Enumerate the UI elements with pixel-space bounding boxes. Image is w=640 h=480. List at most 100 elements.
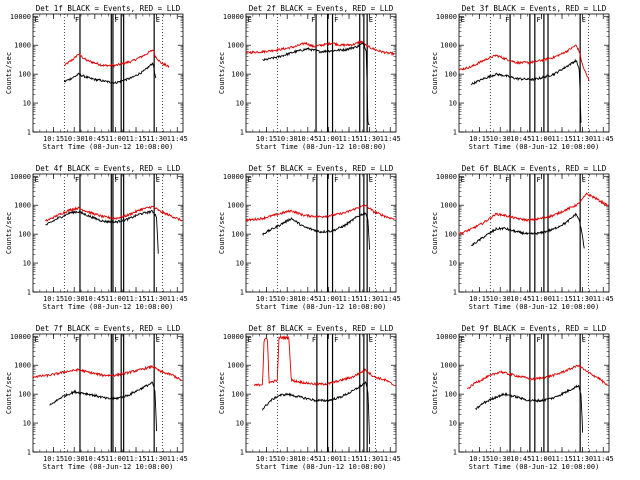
series-line bbox=[471, 212, 585, 249]
series-line bbox=[64, 49, 170, 68]
event-letter-marker: E bbox=[461, 336, 465, 344]
event-letter-marker: E bbox=[461, 16, 465, 24]
plot-frame bbox=[458, 173, 610, 293]
chart-title: Det 5f BLACK = Events, RED = LLD bbox=[249, 164, 394, 173]
series-line bbox=[471, 58, 582, 123]
y-axis-label: Counts/sec bbox=[431, 212, 439, 254]
x-tick-label: 11:45 bbox=[593, 295, 614, 303]
y-axis-label: Counts/sec bbox=[5, 372, 13, 414]
chart-title: Det 4f BLACK = Events, RED = LLD bbox=[36, 164, 181, 173]
y-axis-label: Counts/sec bbox=[431, 52, 439, 94]
event-letter-marker: E bbox=[35, 176, 39, 184]
x-axis-label: Start Time (08-Jun-12 10:08:00) bbox=[43, 303, 174, 311]
event-letter-marker: E bbox=[369, 16, 373, 24]
y-tick-label: 10000 bbox=[223, 13, 244, 21]
y-tick-label: 1 bbox=[27, 129, 31, 137]
chart-title: Det 9f BLACK = Events, RED = LLD bbox=[462, 324, 607, 333]
series-line bbox=[458, 44, 590, 82]
event-letter-marker: F bbox=[536, 176, 540, 184]
y-tick-label: 1000 bbox=[227, 42, 244, 50]
y-tick-label: 100 bbox=[18, 71, 31, 79]
event-letter-marker: E bbox=[156, 176, 160, 184]
y-tick-label: 100 bbox=[231, 391, 244, 399]
x-tick-label: 11:45 bbox=[380, 455, 401, 463]
y-tick-label: 1 bbox=[240, 289, 244, 297]
event-letter-marker: F bbox=[115, 176, 119, 184]
event-letter-marker: E bbox=[248, 176, 252, 184]
event-letter-marker: F bbox=[75, 176, 79, 184]
x-tick-label: 10:15 bbox=[43, 135, 64, 143]
y-tick-label: 10 bbox=[449, 260, 457, 268]
series-line bbox=[475, 384, 584, 433]
event-letter-marker: F bbox=[311, 16, 315, 24]
event-letter-marker: F bbox=[536, 16, 540, 24]
event-letter-marker: F bbox=[505, 176, 509, 184]
x-tick-label: 11:30 bbox=[572, 135, 593, 143]
y-tick-label: 1000 bbox=[440, 362, 457, 370]
x-tick-label: 10:45 bbox=[510, 455, 531, 463]
y-tick-label: 1 bbox=[240, 129, 244, 137]
x-tick-label: 11:15 bbox=[125, 455, 146, 463]
x-tick-label: 10:30 bbox=[64, 135, 85, 143]
x-tick-label: 11:30 bbox=[146, 455, 167, 463]
x-tick-label: 11:00 bbox=[105, 455, 126, 463]
x-tick-label: 11:45 bbox=[593, 135, 614, 143]
plot-frame bbox=[245, 333, 397, 453]
y-tick-label: 10000 bbox=[223, 173, 244, 181]
y-tick-label: 1 bbox=[453, 129, 457, 137]
x-tick-label: 10:15 bbox=[43, 455, 64, 463]
y-tick-label: 100 bbox=[444, 231, 457, 239]
event-letter-marker: F bbox=[312, 176, 316, 184]
series-line bbox=[63, 62, 157, 85]
x-tick-label: 11:15 bbox=[551, 135, 572, 143]
x-tick-label: 10:30 bbox=[490, 135, 511, 143]
x-tick-label: 11:15 bbox=[338, 135, 359, 143]
y-tick-label: 10000 bbox=[10, 13, 31, 21]
y-tick-label: 10 bbox=[236, 260, 244, 268]
y-axis-label: Counts/sec bbox=[218, 212, 226, 254]
y-tick-label: 10000 bbox=[436, 173, 457, 181]
y-tick-label: 10 bbox=[236, 420, 244, 428]
y-tick-label: 10 bbox=[236, 100, 244, 108]
y-axis-label: Counts/sec bbox=[431, 372, 439, 414]
event-letter-marker: F bbox=[312, 336, 316, 344]
chart-title: Det 3f BLACK = Events, RED = LLD bbox=[462, 4, 607, 13]
event-letter-marker: F bbox=[536, 336, 540, 344]
plot-frame bbox=[458, 333, 610, 453]
x-tick-label: 11:00 bbox=[105, 135, 126, 143]
x-tick-label: 11:45 bbox=[167, 295, 188, 303]
x-tick-label: 10:45 bbox=[510, 135, 531, 143]
y-tick-label: 10 bbox=[449, 420, 457, 428]
x-tick-label: 11:00 bbox=[318, 295, 339, 303]
chart-panel: Det 7f BLACK = Events, RED = LLD 1 10 100 10… bbox=[5, 324, 188, 471]
y-tick-label: 10000 bbox=[436, 333, 457, 341]
x-tick-label: 10:45 bbox=[297, 295, 318, 303]
y-tick-label: 10 bbox=[23, 100, 31, 108]
event-letter-marker: E bbox=[248, 16, 252, 24]
x-tick-label: 10:15 bbox=[256, 455, 277, 463]
event-letter-marker: F bbox=[505, 336, 509, 344]
x-tick-label: 11:15 bbox=[551, 295, 572, 303]
x-tick-label: 11:45 bbox=[167, 455, 188, 463]
x-tick-label: 11:15 bbox=[125, 295, 146, 303]
x-tick-label: 10:45 bbox=[84, 295, 105, 303]
x-tick-label: 10:30 bbox=[277, 455, 298, 463]
x-tick-label: 11:30 bbox=[359, 455, 380, 463]
series-line bbox=[49, 381, 158, 432]
x-tick-label: 11:15 bbox=[338, 295, 359, 303]
event-letter-marker: F bbox=[115, 16, 119, 24]
chart-title: Det 7f BLACK = Events, RED = LLD bbox=[36, 324, 181, 333]
chart-title: Det 2f BLACK = Events, RED = LLD bbox=[249, 4, 394, 13]
event-letter-marker: E bbox=[582, 336, 586, 344]
x-tick-label: 11:30 bbox=[572, 455, 593, 463]
x-axis-label: Start Time (08-Jun-12 10:08:00) bbox=[469, 143, 600, 151]
series-line bbox=[32, 364, 182, 382]
y-tick-label: 100 bbox=[18, 391, 31, 399]
x-tick-label: 11:30 bbox=[146, 295, 167, 303]
series-line bbox=[262, 380, 371, 445]
y-tick-label: 10 bbox=[23, 260, 31, 268]
x-tick-label: 10:15 bbox=[469, 135, 490, 143]
y-tick-label: 100 bbox=[231, 231, 244, 239]
x-tick-label: 11:15 bbox=[551, 455, 572, 463]
event-letter-marker: E bbox=[35, 16, 39, 24]
